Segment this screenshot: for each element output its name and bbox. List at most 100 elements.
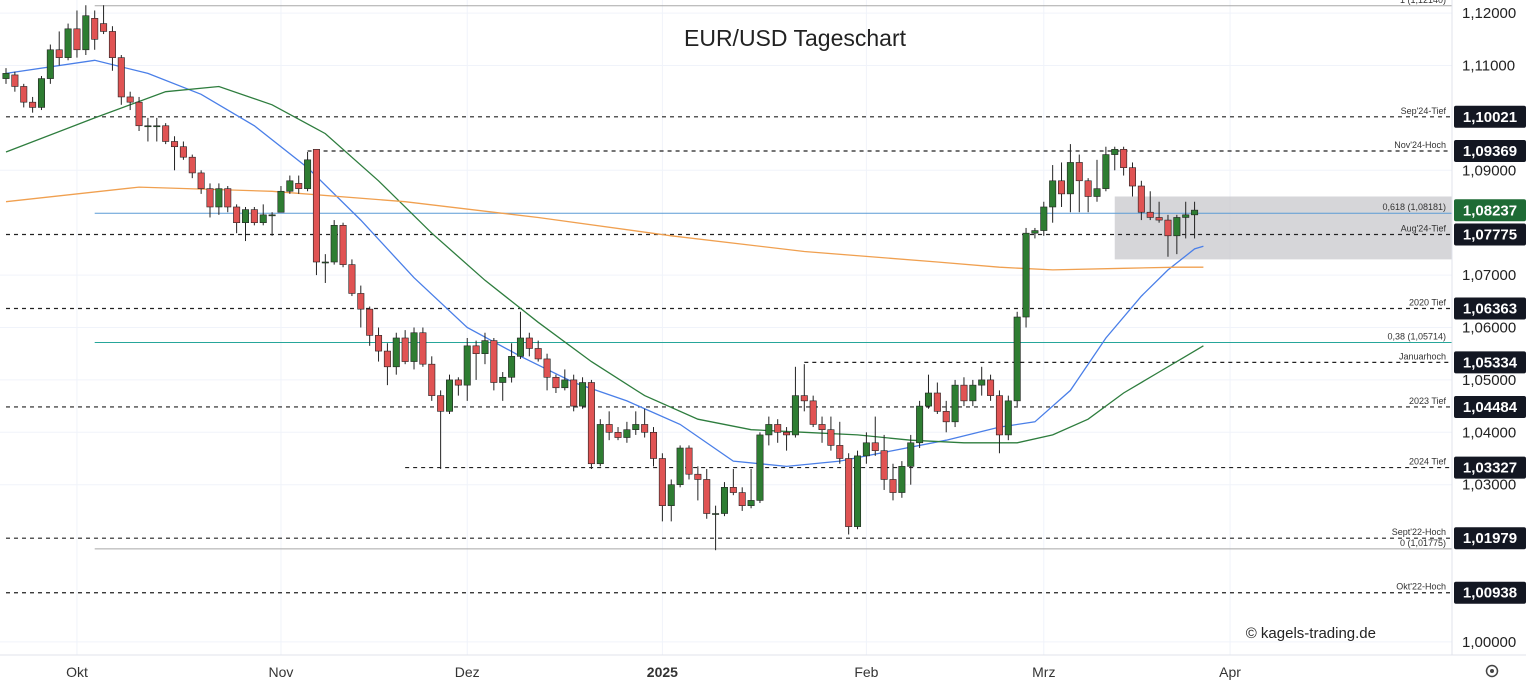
candle-body [845,458,853,527]
candle [366,306,374,346]
candle [774,419,782,443]
candle-body [135,101,143,127]
candle [37,75,45,111]
candle [1128,162,1136,197]
settings-icon[interactable] [1485,664,1499,678]
candle [215,183,223,215]
price-tag-box [1454,223,1526,246]
candle [525,332,533,357]
candle [738,487,746,511]
candle-body [809,400,817,425]
candle-body [818,424,826,430]
candle [703,468,711,519]
candle-body [171,141,179,148]
candle [108,26,116,71]
time-tick-label: Feb [854,664,878,680]
candle-body [348,264,356,294]
candle-body [570,379,578,407]
candle-body [286,180,294,192]
candle [1182,201,1190,239]
candle [570,374,578,412]
candle-body [330,225,338,263]
candle-body [250,209,258,224]
candle [995,390,1003,454]
candle-body [1031,230,1039,234]
candle-body [667,484,675,506]
candle-body [1111,149,1119,155]
candle-body [117,57,125,98]
candle [437,390,445,469]
candle [1164,214,1172,257]
candle [854,450,862,530]
candle-body [445,379,453,412]
candle-body [898,466,906,493]
price-tick-label: 1,07000 [1462,267,1516,284]
level-label: Sept'22-Hoch [1392,527,1446,537]
candle [259,204,267,226]
candle [91,10,99,50]
candle-body [20,86,28,103]
candle [286,175,294,194]
candle [171,136,179,171]
candle [987,374,995,401]
price-tag-label: 1,01979 [1463,530,1517,547]
candle [712,505,720,551]
price-tick-label: 1,03000 [1462,477,1516,494]
candle-body [295,183,303,189]
time-tick-label: Nov [269,664,294,680]
candle-body [206,188,214,208]
price-tag-label: 1,09369 [1463,143,1517,160]
candle [375,327,383,362]
candle [206,183,214,218]
candle [614,427,622,441]
candle-body [392,337,400,368]
watermark: © kagels-trading.de [1246,625,1376,642]
candle-body [765,424,773,436]
candle-body [800,395,808,402]
candle-body [685,447,693,475]
candle-body [738,492,746,506]
candle [1173,214,1181,255]
level-label: Sep'24-Tief [1401,106,1447,116]
price-tag-box [1454,199,1526,222]
candle-body [179,146,187,158]
candle [463,337,471,401]
candle-body [410,332,418,362]
candle-body [747,500,755,506]
candle-body [783,431,791,436]
candle [1102,146,1110,192]
candle [729,468,737,496]
candle [747,468,755,509]
candle [117,55,125,105]
candle-body [268,214,276,217]
candle-body [916,405,924,444]
candle [596,419,604,467]
candle [445,374,453,414]
candle-body [942,411,950,423]
candle-body [694,473,702,480]
candle [791,366,799,438]
candle [1022,227,1030,328]
candle [100,5,108,35]
candle [951,379,959,428]
candle [1111,146,1119,171]
price-tag: 1,03327 [1454,456,1526,479]
candle [818,416,826,443]
candle [162,123,170,145]
price-tag-label: 1,00938 [1463,585,1517,602]
candle-body [55,49,63,58]
candle [392,332,400,375]
candle [969,379,977,407]
candle [1049,165,1057,223]
candle [2,68,10,84]
candle [1137,180,1145,221]
candle-body [11,74,19,87]
price-tag: 1,01979 [1454,527,1526,550]
time-tick-label: Mrz [1032,664,1055,680]
candle-body [650,431,658,459]
candle [561,369,569,391]
candle [1031,227,1039,239]
candle [1146,191,1154,221]
candle-body [339,225,347,265]
candle-body [623,429,631,438]
